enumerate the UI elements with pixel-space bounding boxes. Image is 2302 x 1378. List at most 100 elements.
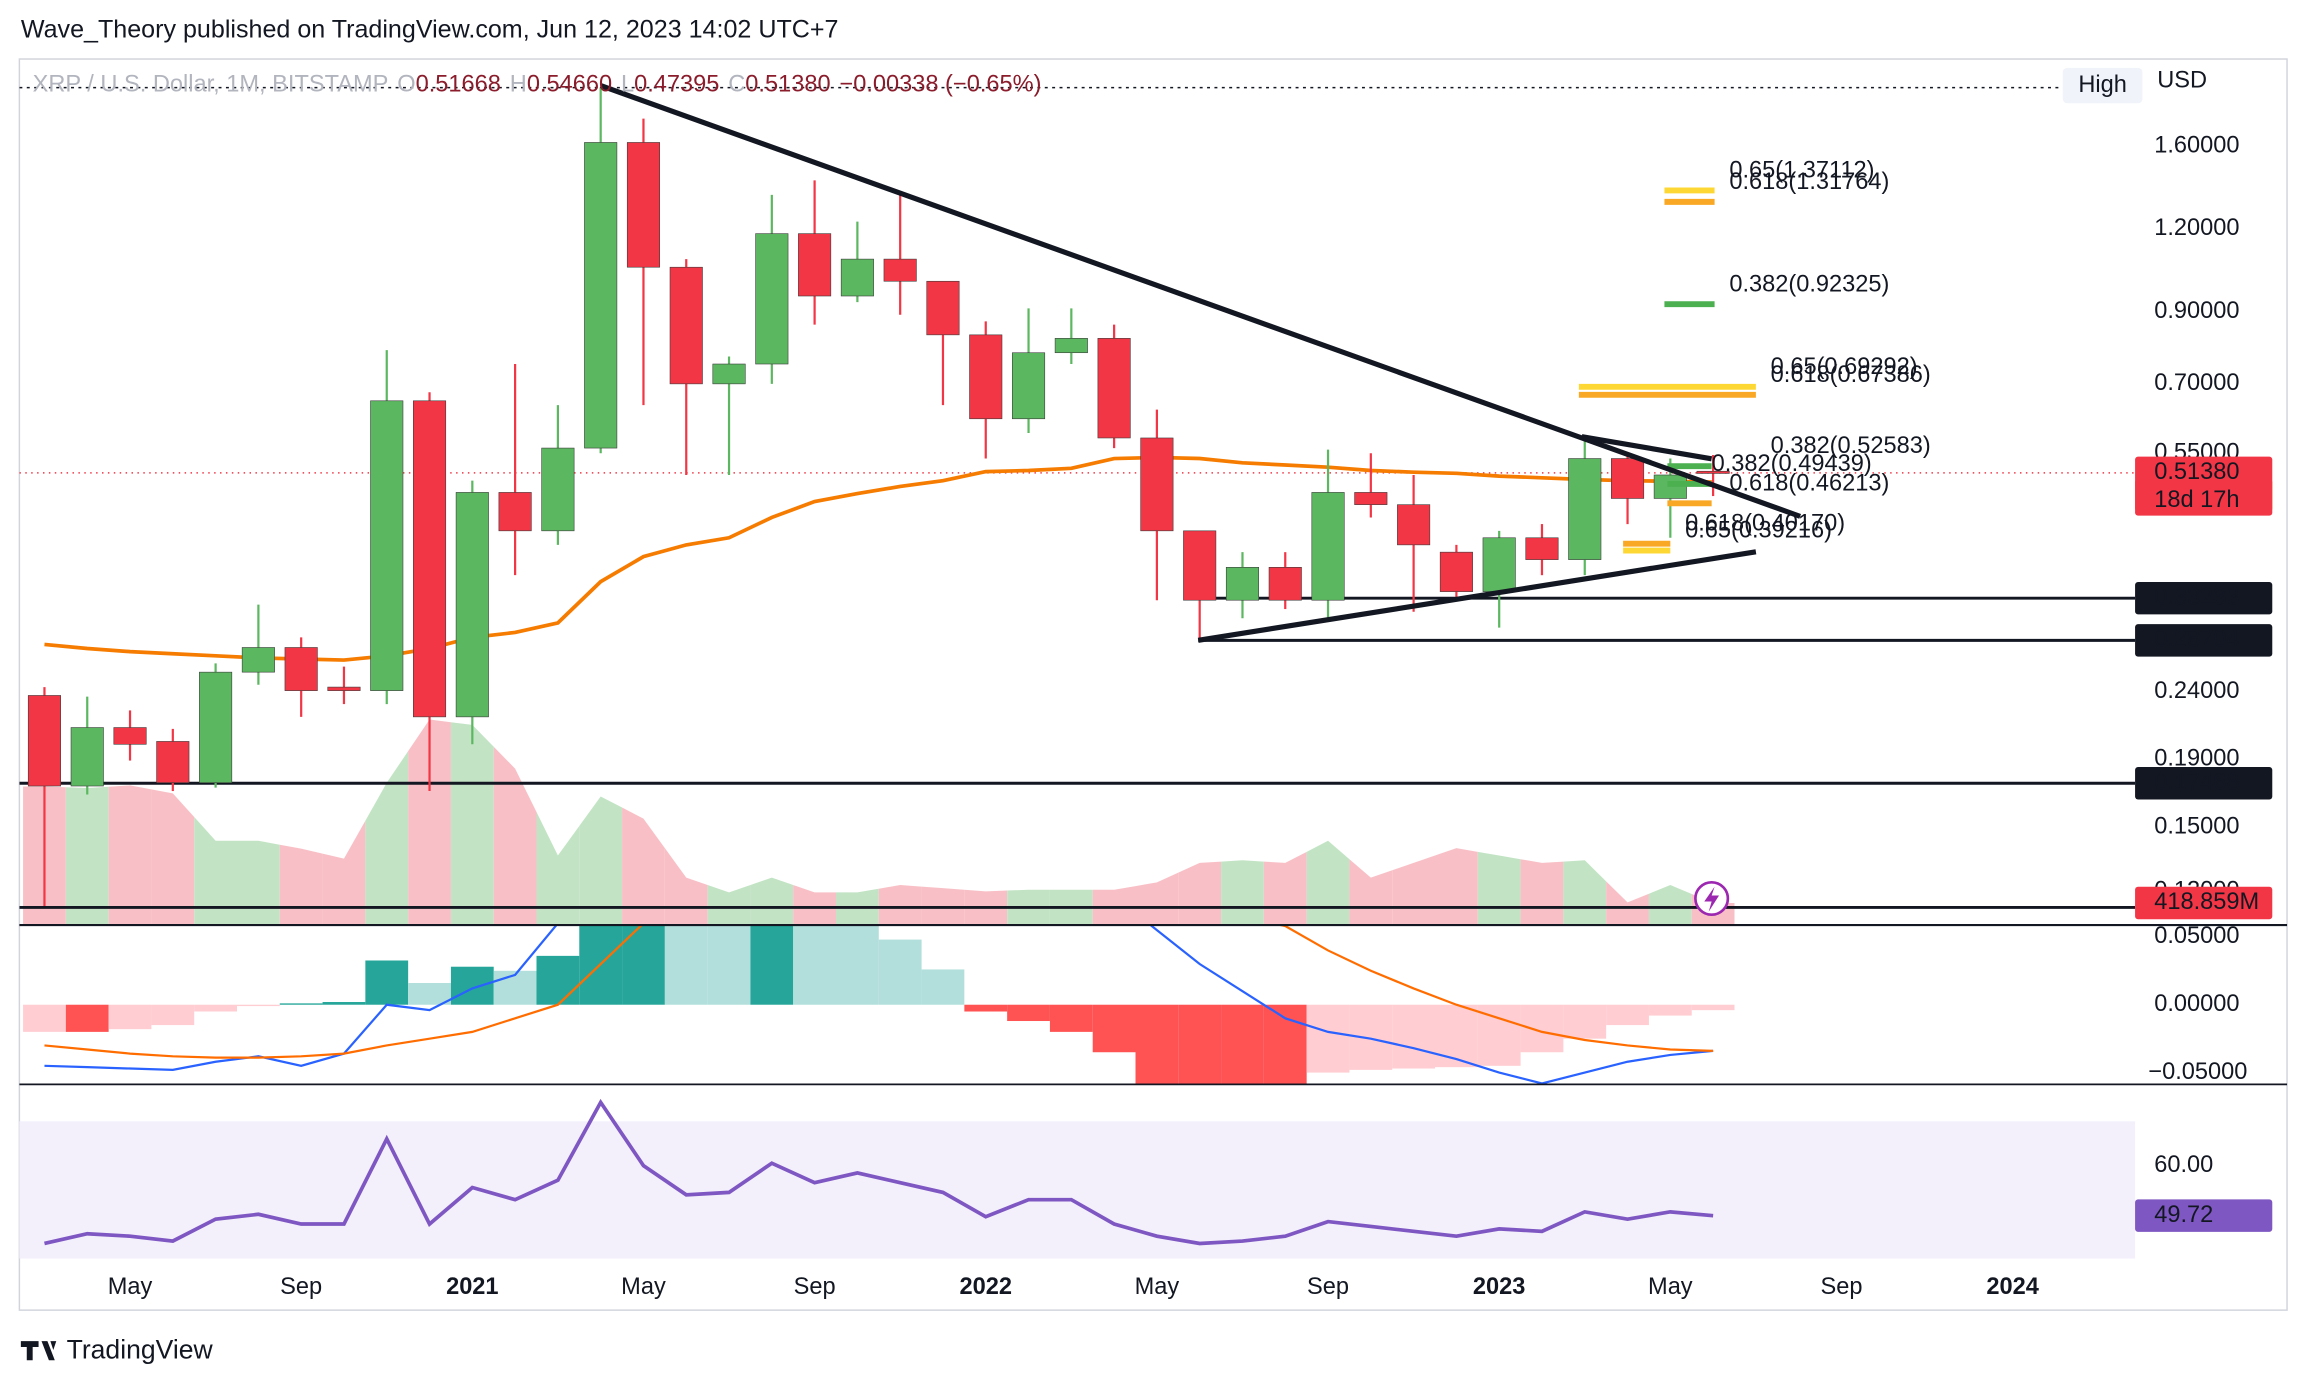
signal-line (44, 925, 1714, 1059)
macd-histogram-bar (750, 925, 794, 1005)
volume-area (536, 812, 580, 926)
candle-body (1054, 338, 1088, 354)
rsi-band (19, 1121, 2136, 1259)
volume-area (579, 796, 623, 926)
macd-histogram-bar (664, 925, 708, 1005)
rsi-pane (44, 1098, 1714, 1246)
x-tick-label: May (108, 1274, 153, 1300)
volume-area (1648, 885, 1692, 926)
rsi-tick-label: 60.00 (2154, 1152, 2213, 1178)
macd-histogram-bar (1691, 1004, 1735, 1011)
x-tick-label: 2024 (1986, 1274, 2039, 1300)
price-tag (2135, 581, 2273, 615)
candle-body (840, 258, 874, 297)
candle-body (755, 233, 789, 365)
macd-tick-label: 0.05000 (2154, 923, 2239, 949)
candle-body (926, 280, 960, 336)
macd-histogram-bar (408, 983, 451, 1005)
price-tag (2135, 624, 2273, 657)
fib-label: 0.618(0.46213) (1729, 470, 1889, 496)
candle-body (1268, 567, 1302, 601)
volume-area (1135, 872, 1179, 926)
price-tag-label: 0.51380 (2154, 459, 2239, 485)
legend-key: H (510, 72, 527, 98)
macd-histogram-bar (1049, 1004, 1093, 1032)
volume-area (921, 886, 965, 926)
macd-histogram-bar (1435, 1004, 1478, 1068)
legend-value: 0.51668 (416, 72, 501, 98)
x-tick-label: 2023 (1473, 1274, 1526, 1300)
macd-histogram-bar (536, 955, 580, 1005)
candle-body (70, 727, 104, 787)
candle-body (241, 647, 275, 673)
volume-area (1435, 848, 1478, 926)
legend-change: −0.00338 (−0.65%) (839, 72, 1041, 98)
candle-body (156, 741, 190, 784)
rsi-line (44, 1098, 1714, 1246)
candle-body (883, 258, 917, 282)
x-tick-label: Sep (794, 1274, 836, 1300)
volume-area (1178, 861, 1222, 926)
y-tick-label: 0.70000 (2154, 370, 2239, 396)
volume-area (878, 885, 922, 926)
x-tick-label: May (621, 1274, 666, 1300)
macd-histogram-bar (921, 969, 965, 1005)
legend-key: L (621, 72, 634, 98)
legend-value: 0.54660 (527, 72, 612, 98)
legend-value: 0.47395 (634, 72, 719, 98)
macd-histogram-bar (836, 925, 879, 1005)
macd-histogram-bar (365, 960, 409, 1005)
brand-logo (20, 1341, 57, 1361)
fib-label: 0.65(1.37112) (1729, 157, 1874, 183)
macd-histogram-bar (878, 939, 922, 1005)
macd-tick-label: 0.00000 (2154, 991, 2239, 1017)
y-tick-label: 0.24000 (2154, 678, 2239, 704)
volume-area (151, 789, 195, 926)
candle-body (1012, 352, 1046, 420)
price-tag-label: 49.72 (2154, 1202, 2213, 1228)
volume-area (236, 840, 280, 926)
fib-label: 0.65(0.39216) (1685, 518, 1832, 544)
y-tick-label: 1.20000 (2154, 215, 2239, 241)
macd-histogram-bar (707, 925, 751, 1005)
macd-histogram-bar (194, 1004, 237, 1012)
macd-histogram-bar (450, 966, 494, 1005)
macd-histogram-bar (1648, 1004, 1692, 1016)
trendline (1197, 549, 1757, 643)
candle-body (1311, 492, 1345, 601)
candle-body (199, 671, 233, 784)
candle-body (1611, 458, 1645, 499)
fib-label: 0.382(0.92325) (1729, 271, 1889, 297)
y-tick-label: 0.90000 (2154, 298, 2239, 324)
trendline (1581, 434, 1713, 462)
macd-histogram-bar (1092, 1004, 1136, 1053)
legend: XRP / U.S. Dollar, 1M, BITSTAMP O0.51668 H… (33, 72, 1042, 98)
trendline (599, 83, 1802, 519)
volume-area (750, 877, 794, 926)
moving-average (44, 455, 1714, 662)
header-title: Wave_Theory published on TradingView.com… (21, 16, 839, 44)
x-tick-label: May (1135, 1274, 1180, 1300)
volume-area (707, 885, 751, 926)
volume-area (108, 785, 152, 926)
macd-histogram-bar (493, 970, 537, 1005)
price-tag (2135, 767, 2273, 800)
high-button[interactable] (2062, 67, 2143, 104)
fib-label: 0.618(1.31764) (1729, 169, 1889, 195)
macd-histogram-bar (322, 1002, 366, 1005)
volume-area (408, 719, 451, 926)
macd-tick-label: −0.05000 (2148, 1059, 2247, 1085)
price-tag (2135, 886, 2273, 920)
axes: May Sep 2021 May Sep 2022 May Sep 2023 May Sep 2024… (108, 132, 2273, 1300)
macd-histogram-bar (964, 1004, 1008, 1012)
macd-histogram-bar (1135, 1004, 1179, 1085)
candle-body (1482, 537, 1516, 592)
candle-body (1525, 537, 1559, 560)
candle-body (669, 266, 703, 385)
candle-body (1225, 567, 1259, 601)
candle-body (370, 400, 404, 691)
macd-histogram-bar (279, 1003, 323, 1005)
high-button-label[interactable]: High (2078, 72, 2127, 98)
x-tick-label: 2022 (960, 1274, 1013, 1300)
price-tag-label: 418.859M (2154, 889, 2259, 915)
